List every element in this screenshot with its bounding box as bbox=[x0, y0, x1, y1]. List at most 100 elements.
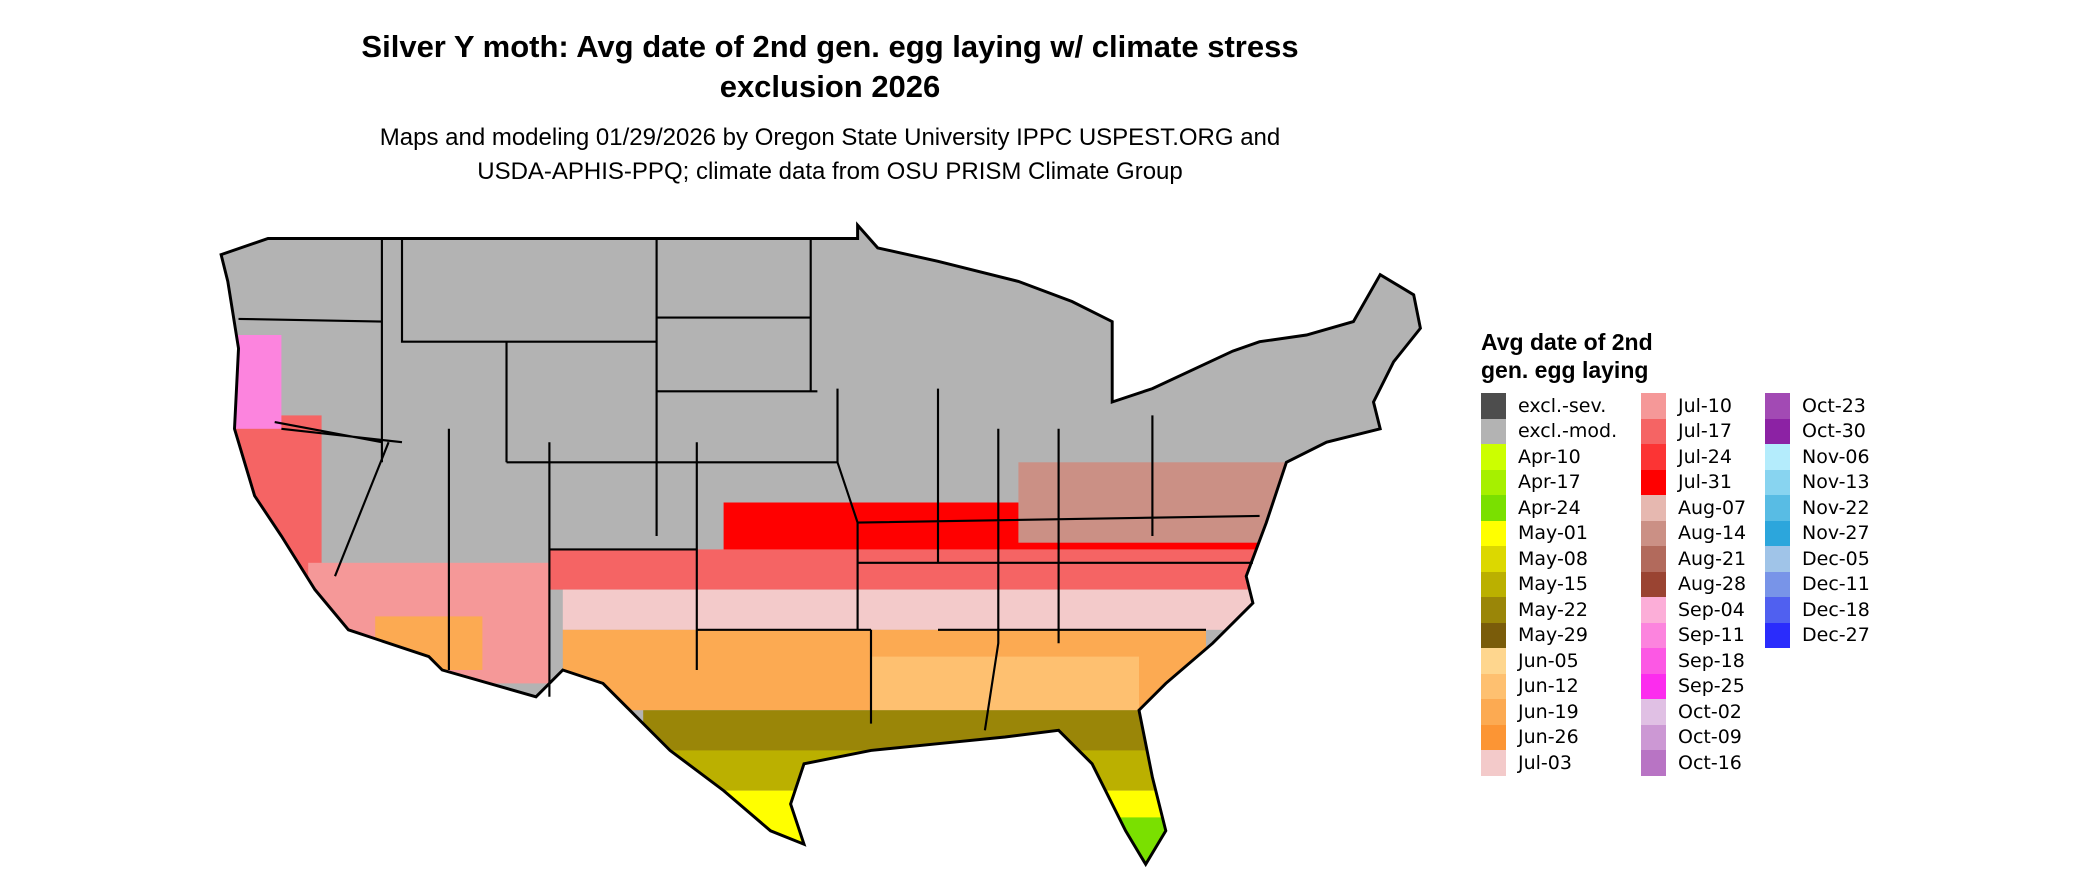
legend-label: Sep-04 bbox=[1678, 598, 1745, 621]
legend-label: Aug-21 bbox=[1678, 547, 1747, 570]
legend-swatch bbox=[1481, 393, 1506, 419]
legend-item: May-08 bbox=[1481, 546, 1588, 572]
legend-label: Jul-17 bbox=[1678, 420, 1732, 443]
map-subtitle: Maps and modeling 01/29/2026 by Oregon S… bbox=[300, 121, 1360, 189]
legend-label: Oct-30 bbox=[1802, 420, 1866, 443]
legend-swatch bbox=[1481, 495, 1506, 521]
title-line-2: exclusion 2026 bbox=[719, 69, 941, 104]
legend-item: Jul-31 bbox=[1641, 469, 1732, 495]
legend-label: Jun-19 bbox=[1518, 700, 1579, 723]
legend-swatch bbox=[1641, 648, 1666, 674]
legend-label: Jul-24 bbox=[1678, 445, 1732, 468]
legend-label: Jul-10 bbox=[1678, 394, 1732, 417]
legend-item: Sep-11 bbox=[1641, 622, 1745, 648]
legend-label: Sep-11 bbox=[1678, 624, 1745, 647]
legend-swatch bbox=[1765, 469, 1790, 495]
legend-swatch bbox=[1641, 750, 1666, 776]
band-jul-03 bbox=[562, 589, 1260, 630]
legend-item: Oct-16 bbox=[1641, 750, 1742, 776]
legend-label: Oct-09 bbox=[1678, 726, 1742, 749]
legend-label: May-29 bbox=[1518, 624, 1588, 647]
legend-label: May-01 bbox=[1518, 522, 1588, 545]
legend-swatch bbox=[1481, 673, 1506, 699]
legend-item: May-01 bbox=[1481, 520, 1588, 546]
band-jul-17 bbox=[549, 549, 1260, 590]
legend-label: excl.-mod. bbox=[1518, 420, 1618, 443]
legend-item: Aug-14 bbox=[1641, 520, 1747, 546]
legend-swatch bbox=[1765, 597, 1790, 623]
legend-label: Apr-10 bbox=[1518, 445, 1581, 468]
legend-item: Jun-26 bbox=[1481, 724, 1579, 750]
legend-item: Jul-24 bbox=[1641, 444, 1732, 470]
legend-swatch bbox=[1765, 393, 1790, 419]
legend-item: Aug-21 bbox=[1641, 546, 1746, 572]
legend-label: Nov-27 bbox=[1802, 522, 1870, 545]
legend-item: Sep-18 bbox=[1641, 648, 1745, 674]
legend-swatch bbox=[1765, 520, 1790, 546]
legend-item: Oct-23 bbox=[1765, 393, 1866, 419]
legend-swatch bbox=[1641, 495, 1666, 521]
legend-item: Jul-17 bbox=[1641, 418, 1732, 444]
legend-swatch bbox=[1765, 622, 1790, 648]
legend-swatch bbox=[1765, 546, 1790, 572]
legend-label: Aug-14 bbox=[1678, 522, 1747, 545]
legend-swatch bbox=[1641, 546, 1666, 572]
legend-item: Dec-18 bbox=[1765, 597, 1870, 623]
legend-swatch bbox=[1641, 699, 1666, 725]
legend-swatch bbox=[1641, 520, 1666, 546]
legend-swatch bbox=[1481, 699, 1506, 725]
legend-swatch bbox=[1481, 444, 1506, 470]
legend-item: Jun-12 bbox=[1481, 673, 1579, 699]
us-outline bbox=[219, 221, 1422, 868]
legend-item: May-29 bbox=[1481, 622, 1588, 648]
legend-swatch bbox=[1481, 571, 1506, 597]
legend-item: Nov-27 bbox=[1765, 520, 1870, 546]
legend-label: Jun-26 bbox=[1518, 726, 1579, 749]
legend-item: Dec-05 bbox=[1765, 546, 1870, 572]
legend-title: Avg date of 2nd gen. egg laying bbox=[1481, 328, 1653, 384]
legend-label: Oct-16 bbox=[1678, 751, 1742, 774]
legend-label: Nov-06 bbox=[1802, 445, 1870, 468]
band-may-01 bbox=[643, 790, 1206, 865]
subtitle-line-1: Maps and modeling 01/29/2026 by Oregon S… bbox=[379, 124, 1281, 151]
legend-label: Jun-12 bbox=[1518, 675, 1579, 698]
legend-item: Oct-30 bbox=[1765, 418, 1866, 444]
band-jun-12 bbox=[871, 656, 1139, 711]
legend-label: Dec-27 bbox=[1802, 624, 1870, 647]
legend-item: Dec-11 bbox=[1765, 571, 1870, 597]
legend-item: Jun-19 bbox=[1481, 699, 1579, 725]
legend-swatch bbox=[1641, 469, 1666, 495]
legend-label: May-15 bbox=[1518, 573, 1588, 596]
legend-swatch bbox=[1481, 750, 1506, 776]
legend-label: Sep-25 bbox=[1678, 675, 1745, 698]
legend-swatch bbox=[1481, 648, 1506, 674]
legend-item: Jul-03 bbox=[1481, 750, 1572, 776]
legend-label: Jun-05 bbox=[1518, 649, 1579, 672]
legend-swatch bbox=[1765, 495, 1790, 521]
legend-item: Apr-24 bbox=[1481, 495, 1581, 521]
legend-title-line-2: gen. egg laying bbox=[1481, 357, 1649, 383]
legend-item: Apr-10 bbox=[1481, 444, 1581, 470]
legend-swatch bbox=[1481, 520, 1506, 546]
state-borders bbox=[238, 238, 1260, 731]
legend-label: Oct-02 bbox=[1678, 700, 1742, 723]
legend-label: excl.-sev. bbox=[1518, 394, 1607, 417]
legend-swatch bbox=[1481, 724, 1506, 750]
legend-swatch bbox=[1765, 571, 1790, 597]
legend-swatch bbox=[1481, 418, 1506, 444]
state-border-lines bbox=[238, 238, 1260, 731]
legend-item: Aug-07 bbox=[1641, 495, 1746, 521]
legend-item: May-15 bbox=[1481, 571, 1588, 597]
legend-label: May-22 bbox=[1518, 598, 1588, 621]
legend-swatch bbox=[1481, 622, 1506, 648]
legend-label: Aug-07 bbox=[1678, 496, 1747, 519]
band-may-15 bbox=[643, 750, 1206, 791]
legend-item: excl.-sev. bbox=[1481, 393, 1606, 419]
legend-item: excl.-mod. bbox=[1481, 418, 1618, 444]
legend-label: Oct-23 bbox=[1802, 394, 1866, 417]
legend-swatch bbox=[1641, 724, 1666, 750]
legend-item: Sep-25 bbox=[1641, 673, 1745, 699]
legend-swatch bbox=[1641, 673, 1666, 699]
legend-swatch bbox=[1641, 571, 1666, 597]
